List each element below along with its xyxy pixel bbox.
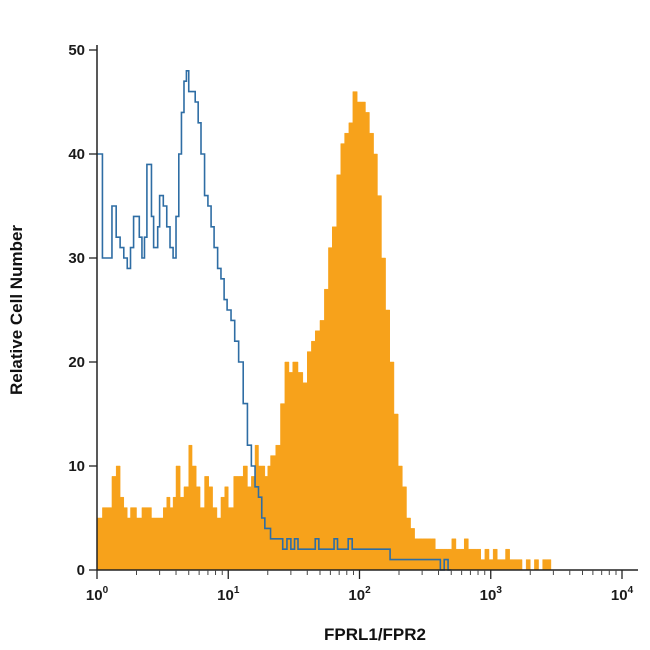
- y-tick-label: 30: [68, 250, 85, 267]
- x-tick-label: 103: [480, 585, 503, 604]
- y-tick-label: 10: [68, 458, 85, 475]
- series-layer: [96, 70, 554, 571]
- x-axis-title: FPRL1/FPR2: [324, 625, 426, 644]
- x-tick-label: 102: [348, 585, 371, 604]
- labels-layer: 0 10 20 30 40 50 100 101 102 103 104: [68, 42, 633, 604]
- y-tick-label: 40: [68, 146, 85, 163]
- x-tick-label: 104: [611, 585, 634, 604]
- histogram-outline-series: [97, 70, 452, 571]
- y-tick-label: 20: [68, 354, 85, 371]
- y-tick-label: 50: [68, 42, 85, 59]
- y-axis-title: Relative Cell Number: [7, 225, 26, 395]
- histogram-filled-series: [96, 91, 554, 571]
- y-tick-label: 0: [77, 562, 85, 579]
- axes-layer: [89, 45, 638, 579]
- x-tick-label: 101: [217, 585, 240, 604]
- x-tick-label: 100: [86, 585, 109, 604]
